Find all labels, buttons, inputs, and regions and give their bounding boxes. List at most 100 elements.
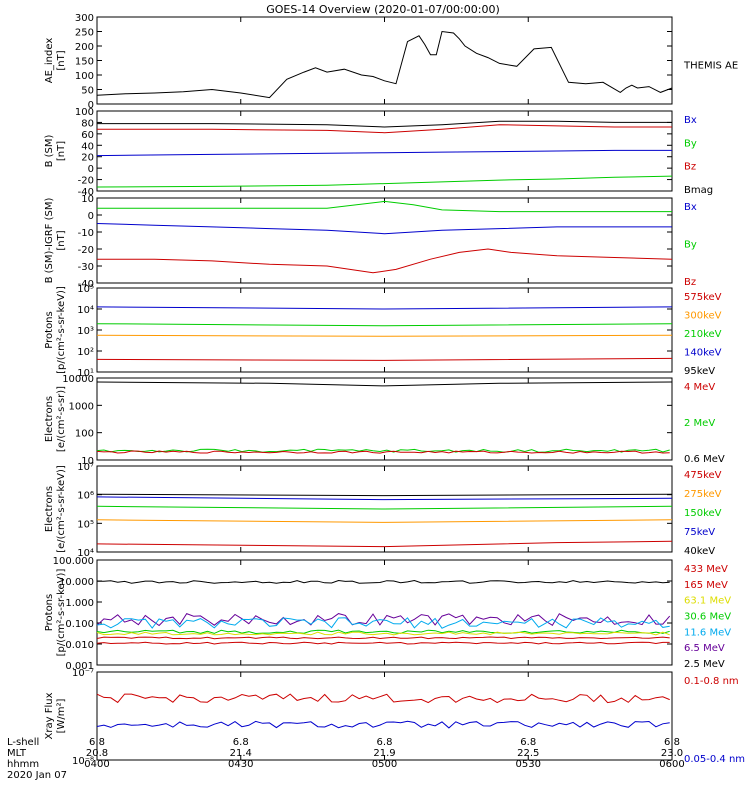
y-tick-label: 100.000 <box>53 556 94 567</box>
y-axis-label: [nT] <box>56 50 67 70</box>
y-tick-label: 10⁻⁸ <box>72 756 94 767</box>
y-tick-label: 1.000 <box>65 598 94 609</box>
footer-lshell: 6.8 <box>89 737 105 748</box>
series-line-Bz <box>97 248 673 274</box>
y-tick-label: 50 <box>81 86 94 97</box>
y-tick-label: 100 <box>75 71 94 82</box>
footer-mlt: 21.4 <box>230 748 252 759</box>
legend-entry: 0.1-0.8 nm <box>684 676 739 687</box>
series-line-300keV <box>96 334 673 337</box>
y-tick-label: 10⁵ <box>77 284 94 295</box>
y-axis-label: Electrons <box>44 486 55 532</box>
series-line-0-1-0-8-nm <box>96 693 670 704</box>
series-line-575keV <box>96 357 673 361</box>
footer-hhmm: 0430 <box>228 759 253 770</box>
series-line-40keV <box>96 493 673 497</box>
series-line-4-MeV <box>96 450 670 454</box>
y-tick-label: 10⁷ <box>77 462 94 473</box>
series-line-63-1-MeV <box>96 631 670 636</box>
y-tick-label: 80 <box>81 118 94 129</box>
legend-entry: 2 MeV <box>684 418 715 429</box>
y-tick-label: 10¹ <box>77 368 94 379</box>
series-line-Bx <box>96 223 672 235</box>
footer-mlt: 22.5 <box>517 748 539 759</box>
y-tick-label: -20 <box>78 176 94 187</box>
y-tick-label: 150 <box>75 57 94 68</box>
y-tick-label: 10 <box>81 194 94 205</box>
y-tick-label: 300 <box>75 13 94 24</box>
y-axis-label: [e/(cm²-s-sr)] <box>56 386 67 452</box>
y-tick-label: 0.010 <box>65 640 94 651</box>
panel-6: 10⁷ 10⁶ 10⁵ 10⁴ Electrons [e/(cm²-s-sr-keV)] 4… <box>44 462 722 559</box>
y-axis-label: [e/(cm²-s-sr-keV)] <box>56 465 67 553</box>
legend-entry: THEMIS AE <box>683 61 738 72</box>
legend-entry: 433 MeV <box>684 564 728 575</box>
y-axis-label: [p/(cm²-s-sr-keV)] <box>56 286 67 374</box>
panel-frame <box>96 559 673 666</box>
series-line-THEMIS-AE <box>96 30 673 99</box>
series-line-0-05-0-4-nm <box>96 720 670 729</box>
series-line-By <box>96 175 673 188</box>
panel-frame <box>96 377 673 461</box>
footer-lshell: 6.8 <box>664 737 680 748</box>
series-line-140keV <box>96 306 673 310</box>
footer-lshell: 6.8 <box>520 737 536 748</box>
legend-entry: 0.6 MeV <box>684 454 725 465</box>
legend-entry: 165 MeV <box>684 580 728 591</box>
legend-entry: 0.05-0.4 nm <box>684 754 745 765</box>
footer-row-label: MLT <box>7 748 27 759</box>
y-axis-label: AE_index <box>44 38 55 84</box>
series-line-Bmag <box>97 120 672 128</box>
y-tick-label: 100 <box>75 429 94 440</box>
y-tick-label: 10.000 <box>59 577 94 588</box>
series-line-30-6-MeV <box>96 629 670 635</box>
legend-entry: 275keV <box>684 489 722 500</box>
footer-hhmm: 0600 <box>659 759 684 770</box>
legend-entry: 40keV <box>684 546 715 557</box>
y-axis-label: Xray Flux <box>44 692 55 739</box>
legend-entry: Bx <box>684 202 697 213</box>
legend-entry: Bz <box>684 162 696 173</box>
y-tick-label: -20 <box>78 245 94 256</box>
y-tick-label: -30 <box>78 262 94 273</box>
y-tick-label: 0 <box>88 164 94 175</box>
legend-entry: By <box>684 138 697 149</box>
series-line-150keV <box>96 505 673 510</box>
series-line-165-MeV <box>96 636 670 640</box>
legend-entry: 63.1 MeV <box>684 596 731 607</box>
y-tick-label: 10⁴ <box>77 548 94 559</box>
legend-entry: 475keV <box>684 470 722 481</box>
footer-mlt: 21.9 <box>373 748 395 759</box>
series-line-11-6-MeV <box>96 617 670 629</box>
panel-1: 300 250 200 150 100 50 0 AE_index [nT] THEMIS AE <box>44 13 738 111</box>
series-line-475keV <box>96 540 673 548</box>
y-tick-label: 200 <box>75 42 94 53</box>
y-axis-label: Electrons <box>44 396 55 442</box>
y-axis-label: [nT] <box>56 141 67 161</box>
chart-title: GOES-14 Overview (2020-01-07/00:00:00) <box>266 3 499 16</box>
footer-row-label: hhmm <box>7 759 39 770</box>
footer-row-label: 2020 Jan 07 <box>7 770 67 781</box>
y-tick-label: 0.100 <box>65 619 94 630</box>
legend-entry: 95keV <box>684 366 715 377</box>
y-tick-label: 10³ <box>77 326 94 337</box>
y-tick-label: 1000 <box>69 401 94 412</box>
legend-entry: 210keV <box>684 329 722 340</box>
panel-5: 10000 1000 100 10 Electrons [e/(cm²-s-sr)] 4 M… <box>44 374 725 467</box>
y-tick-label: 40 <box>81 141 94 152</box>
series-line-Bx <box>96 149 672 157</box>
y-tick-label: 10² <box>77 347 94 358</box>
y-tick-label: -10 <box>78 228 94 239</box>
panel-3: 10 0 -10 -20 -30 -40 B (SM)-IGRF (SM) [nT] Bx By B… <box>44 194 697 290</box>
legend-entry: 6.5 MeV <box>684 643 725 654</box>
series-line-433-MeV <box>96 641 670 645</box>
y-tick-label: -40 <box>78 187 94 198</box>
series-line-Bz <box>97 124 672 134</box>
legend-entry: Bmag <box>684 185 713 196</box>
y-axis-label: Protons <box>44 311 55 348</box>
footer-lshell: 6.8 <box>233 737 249 748</box>
y-tick-label: 20 <box>81 153 94 164</box>
series-line-2-MeV <box>96 448 670 453</box>
